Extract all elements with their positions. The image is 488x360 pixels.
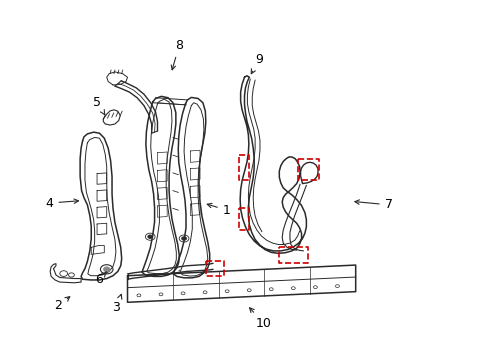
- Text: 9: 9: [251, 53, 263, 74]
- Circle shape: [147, 235, 152, 238]
- Text: 8: 8: [171, 39, 183, 70]
- Circle shape: [103, 267, 109, 271]
- Text: 7: 7: [354, 198, 392, 211]
- Text: 3: 3: [112, 294, 122, 314]
- Text: 2: 2: [54, 297, 70, 312]
- Circle shape: [181, 237, 186, 240]
- Text: 10: 10: [249, 308, 271, 330]
- Text: 6: 6: [95, 272, 106, 286]
- Text: 1: 1: [207, 203, 230, 217]
- Text: 4: 4: [45, 197, 79, 210]
- Text: 5: 5: [93, 95, 104, 114]
